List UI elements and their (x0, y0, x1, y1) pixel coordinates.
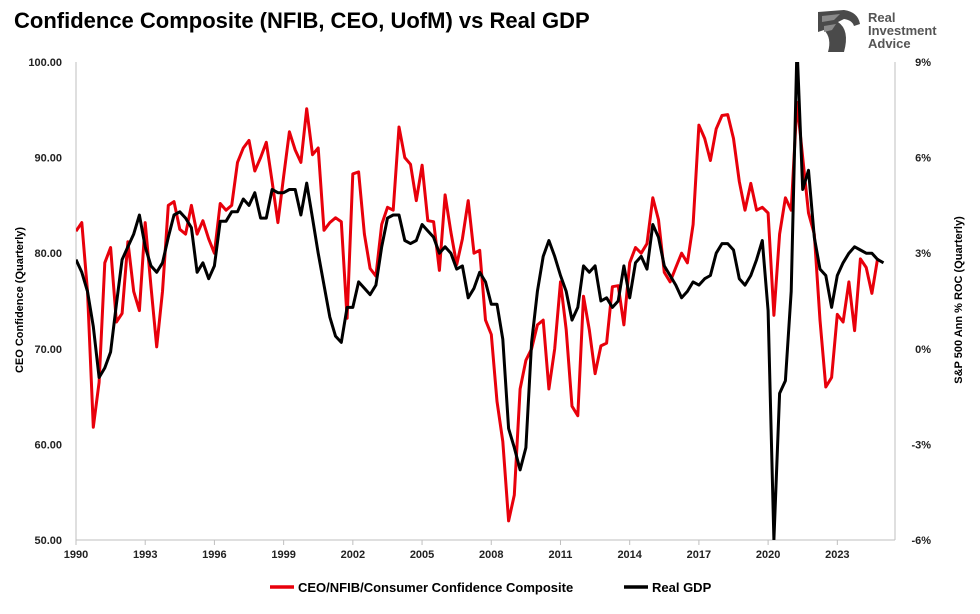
x-tick-label: 2005 (410, 549, 434, 561)
left-tick-label: 90.00 (34, 153, 62, 165)
chart-title: Confidence Composite (NFIB, CEO, UofM) v… (14, 8, 590, 33)
x-tick-label: 2020 (756, 549, 780, 561)
x-tick-label: 1993 (133, 549, 157, 561)
x-axis-ticks: 1990 1993 1996 1999 2002 2005 2008 2011 2014 2017… (64, 540, 850, 561)
right-axis-ticks: 9% 6% 3% 0% -3% -6% (911, 57, 931, 547)
left-axis-title: CEO Confidence (Quarterly) (14, 227, 26, 373)
x-tick-label: 1990 (64, 549, 88, 561)
legend-label-gdp: Real GDP (652, 580, 712, 595)
right-axis-title: S&P 500 Ann % ROC (Quarterly) (953, 216, 965, 384)
series-layer (76, 62, 885, 540)
x-tick-label: 1999 (271, 549, 295, 561)
brand-line: Investment (868, 23, 937, 38)
x-tick-label: 2014 (617, 549, 642, 561)
right-tick-label: 3% (915, 248, 931, 260)
gdp-series-line (76, 62, 885, 540)
left-axis-ticks: 100.00 90.00 80.00 70.00 60.00 50.00 (28, 57, 62, 547)
left-tick-label: 60.00 (34, 439, 62, 451)
legend-label-composite: CEO/NFIB/Consumer Confidence Composite (298, 580, 573, 595)
legend: CEO/NFIB/Consumer Confidence Composite R… (270, 580, 712, 595)
brand-logo: Real Investment Advice (814, 8, 974, 56)
right-tick-label: 9% (915, 57, 931, 69)
x-tick-label: 2023 (825, 549, 849, 561)
eagle-head-icon (818, 10, 860, 52)
right-tick-label: -6% (911, 535, 931, 547)
chart-axes (75, 62, 896, 541)
left-tick-label: 80.00 (34, 248, 62, 260)
brand-line: Real (868, 10, 896, 25)
left-tick-label: 70.00 (34, 344, 62, 356)
left-tick-label: 50.00 (34, 535, 62, 547)
right-tick-label: 6% (915, 153, 931, 165)
composite-series-line (76, 100, 880, 523)
brand-line: Advice (868, 36, 911, 51)
x-tick-label: 2017 (687, 549, 711, 561)
x-tick-label: 2002 (341, 549, 365, 561)
right-tick-label: -3% (911, 439, 931, 451)
right-tick-label: 0% (915, 344, 931, 356)
x-tick-label: 1996 (202, 549, 226, 561)
x-tick-label: 2011 (549, 549, 573, 561)
brand-name: Real Investment Advice (868, 11, 937, 50)
x-tick-label: 2008 (479, 549, 503, 561)
left-tick-label: 100.00 (28, 57, 62, 69)
